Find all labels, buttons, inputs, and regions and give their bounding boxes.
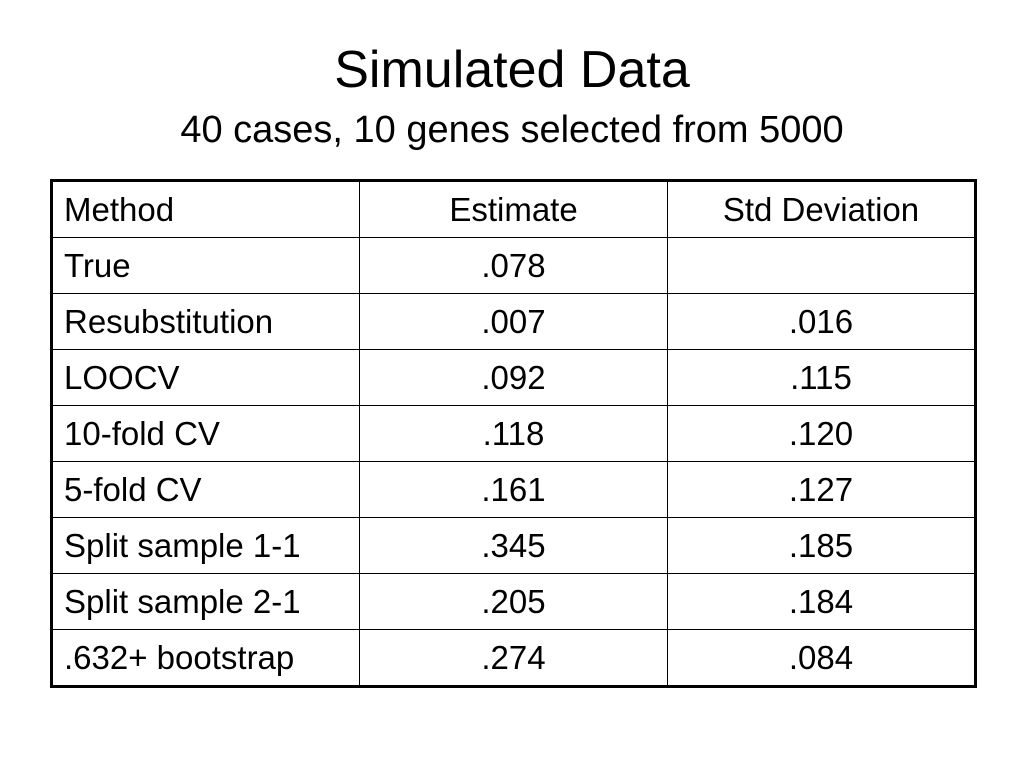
estimate-cell: .161 [359,461,668,518]
std-deviation-cell: .016 [667,293,976,350]
column-header-std-deviation: Std Deviation [667,180,976,238]
table-row: .632+ bootstrap .274 .084 [51,629,976,687]
std-deviation-cell: .185 [667,517,976,574]
estimate-cell: .345 [359,517,668,574]
std-deviation-cell: .184 [667,573,976,630]
method-cell: Split sample 1-1 [51,517,360,574]
method-cell: LOOCV [51,349,360,406]
estimate-cell: .007 [359,293,668,350]
method-cell: 5-fold CV [51,461,360,518]
slide-subtitle: 40 cases, 10 genes selected from 5000 [180,109,844,151]
estimate-cell: .092 [359,349,668,406]
estimate-cell: .205 [359,573,668,630]
table-header-row: Method Estimate Std Deviation [51,180,976,238]
table-row: Resubstitution .007 .016 [51,293,976,350]
method-cell: .632+ bootstrap [51,629,360,687]
results-table: Method Estimate Std Deviation True .078 … [50,179,977,688]
std-deviation-cell: .120 [667,405,976,462]
std-deviation-cell: .084 [667,629,976,687]
method-cell: Resubstitution [51,293,360,350]
table-row: True .078 [51,237,976,294]
estimate-cell: .078 [359,237,668,294]
estimate-cell: .274 [359,629,668,687]
estimate-cell: .118 [359,405,668,462]
std-deviation-cell: .115 [667,349,976,406]
method-cell: True [51,237,360,294]
table-row: Split sample 2-1 .205 .184 [51,573,976,630]
table-row: 10-fold CV .118 .120 [51,405,976,462]
table-row: 5-fold CV .161 .127 [51,461,976,518]
std-deviation-cell: .127 [667,461,976,518]
column-header-method: Method [51,180,360,238]
method-cell: 10-fold CV [51,405,360,462]
table-row: Split sample 1-1 .345 .185 [51,517,976,574]
method-cell: Split sample 2-1 [51,573,360,630]
column-header-estimate: Estimate [359,180,668,238]
std-deviation-cell [667,237,976,294]
table-row: LOOCV .092 .115 [51,349,976,406]
slide-title: Simulated Data [334,41,690,99]
